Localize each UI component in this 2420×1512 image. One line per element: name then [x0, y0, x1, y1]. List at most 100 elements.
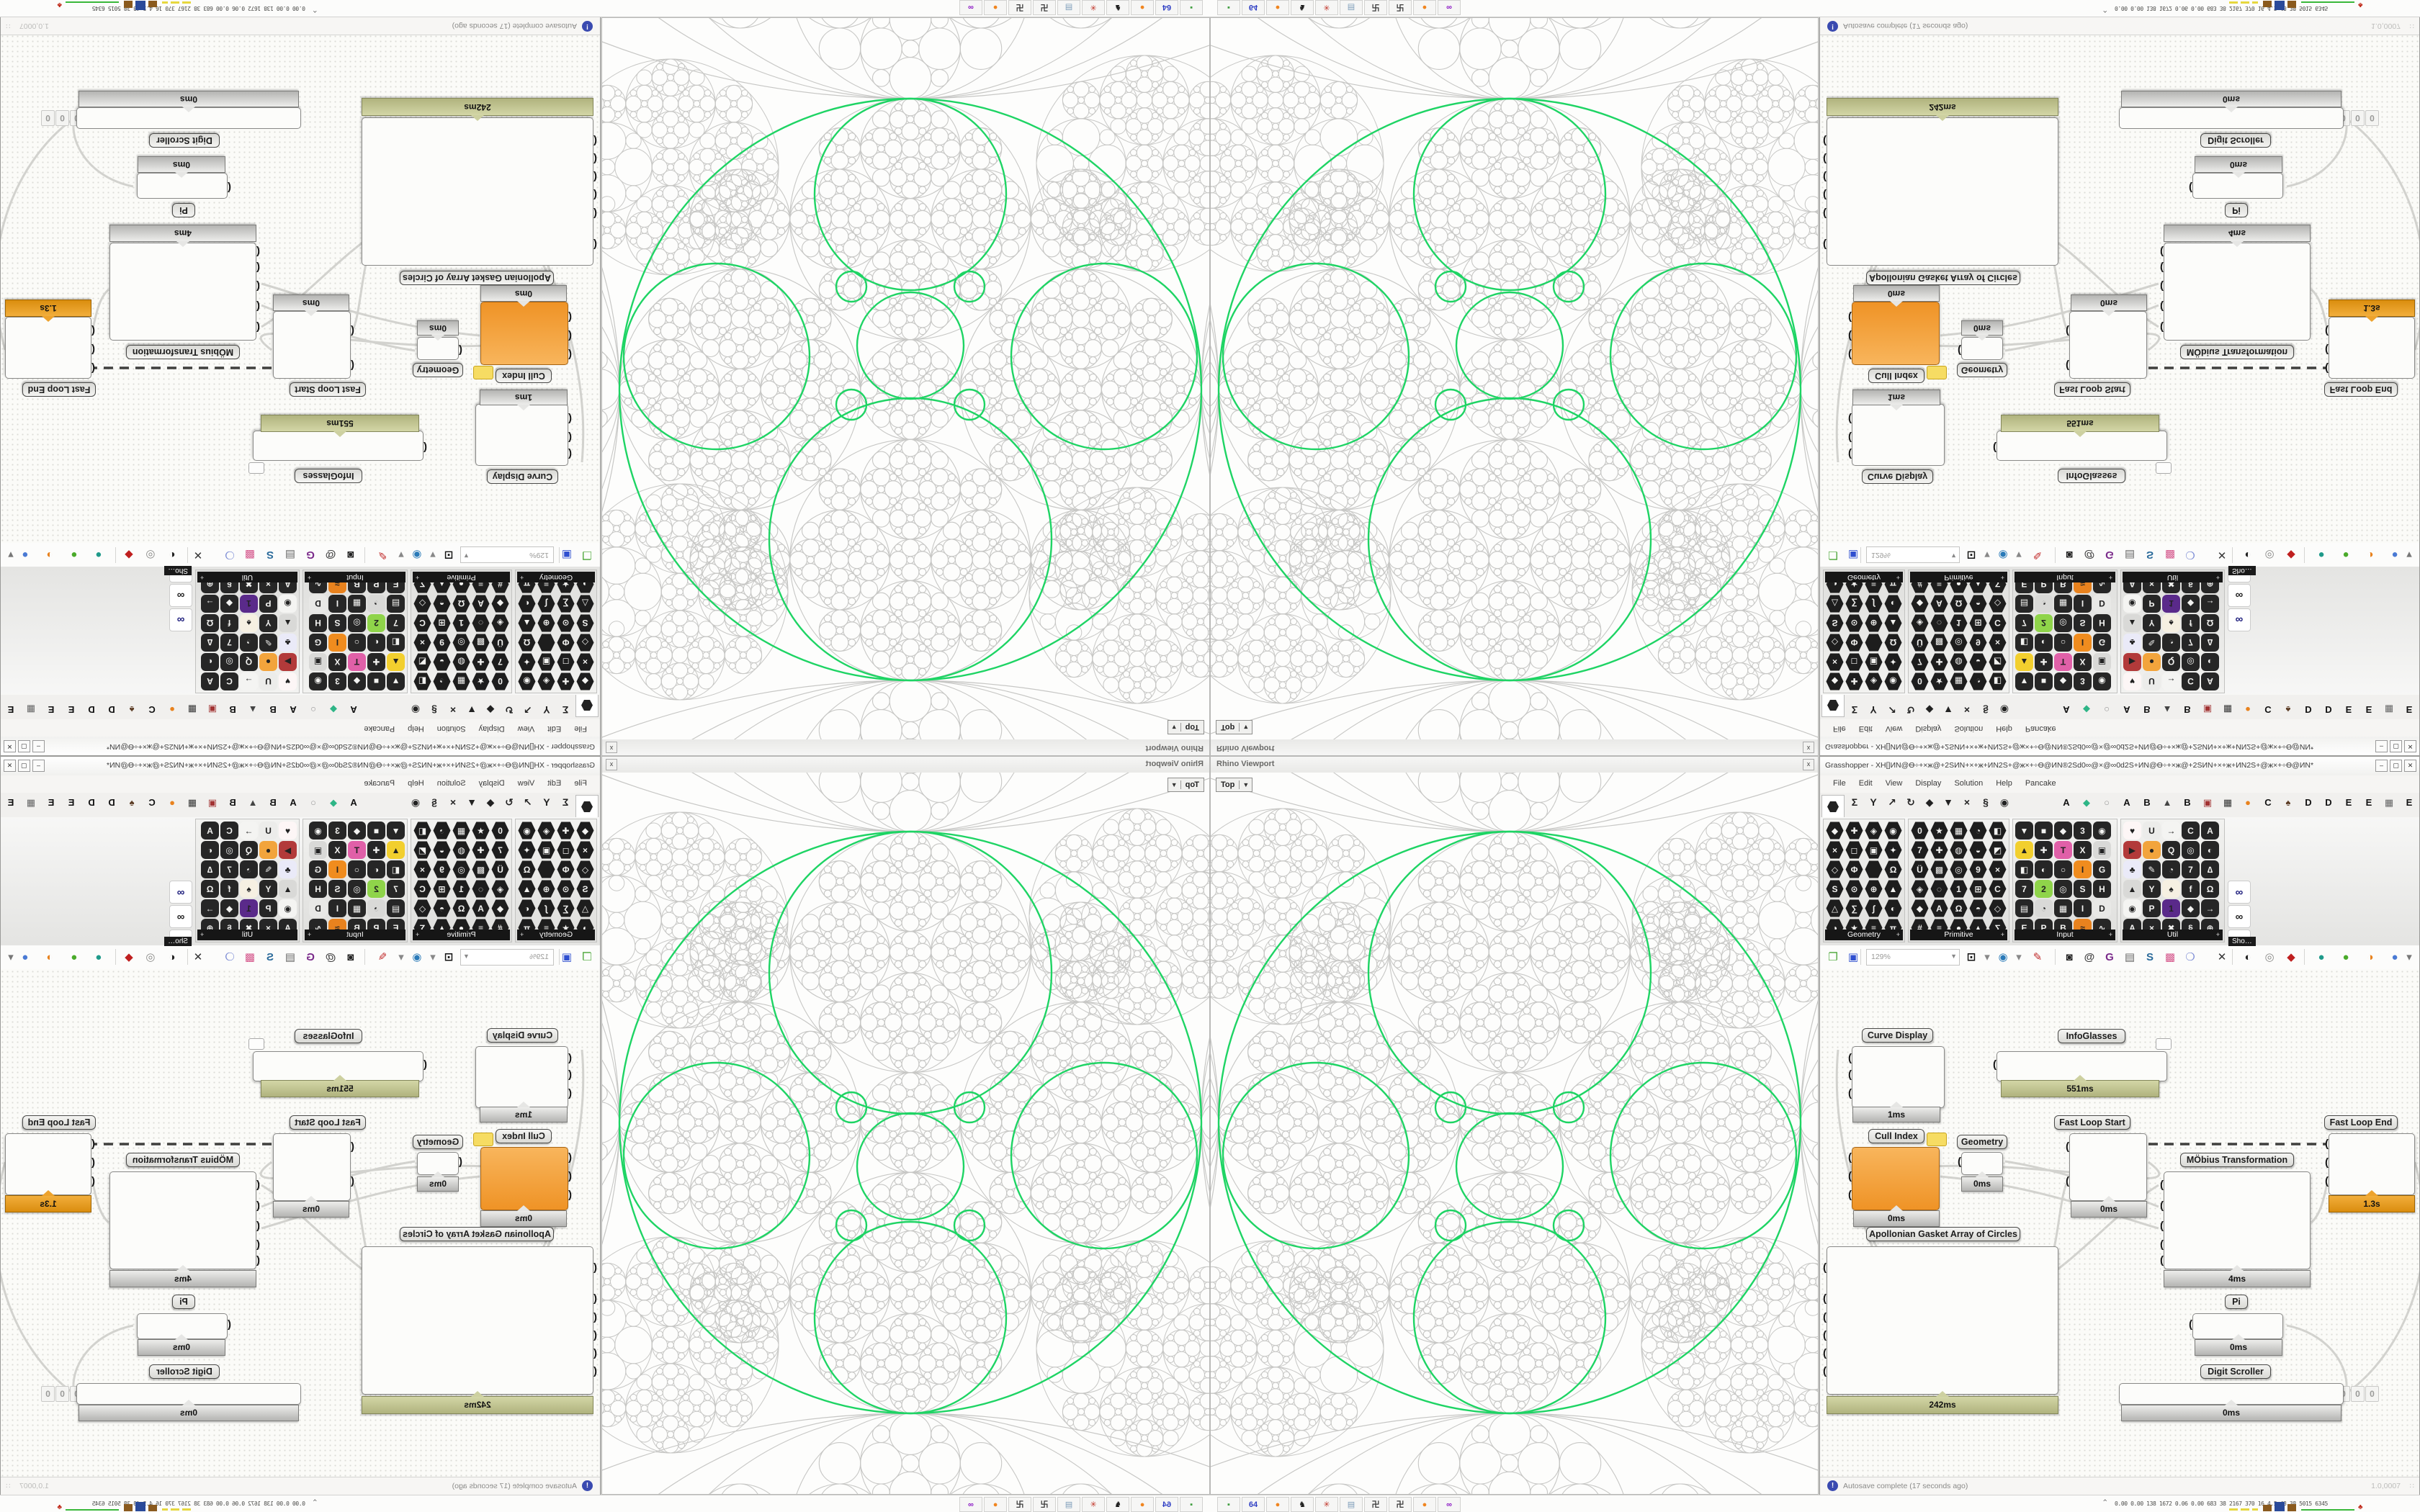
palette-icon[interactable]: ◐ [367, 634, 385, 652]
palette-icon[interactable]: ▼ [387, 672, 405, 690]
palette-icon[interactable]: ○ [2054, 634, 2072, 652]
palette-icon[interactable]: ▦ [348, 899, 366, 917]
palette-icon[interactable]: D [2093, 595, 2111, 613]
caret-icon[interactable]: ▾ [398, 549, 404, 561]
tab-plugin-15[interactable]: E [2365, 704, 2372, 715]
palette-icon[interactable]: 9 [433, 634, 451, 652]
palette-icon[interactable]: ✎ [2143, 860, 2161, 878]
palette-icon[interactable]: ◻ [1845, 841, 1863, 859]
palette-icon[interactable]: 1 [452, 880, 470, 898]
tab-icon-1[interactable]: Y [543, 704, 550, 716]
menu-item-file[interactable]: File [1833, 779, 1846, 788]
palette-icon[interactable]: × [413, 860, 431, 878]
infoglasses-tool-icon[interactable]: ∞ [2228, 608, 2251, 631]
tab-icon-2[interactable]: ↗ [524, 796, 532, 808]
palette-icon[interactable]: A [1930, 595, 1948, 613]
tab-plugin-12[interactable]: D [108, 704, 115, 715]
tab-icon-6[interactable]: × [449, 796, 457, 808]
save-file-icon[interactable]: ▣ [561, 951, 573, 963]
palette-icon[interactable]: ◉ [2123, 595, 2141, 613]
palette-icon[interactable]: ◈ [491, 614, 509, 632]
component-label[interactable]: Fast Loop End [2324, 1115, 2398, 1130]
taskbar-mono-glyph-icon[interactable]: 卍 [1389, 1497, 1412, 1512]
preview-eye-icon[interactable]: ◉ [1998, 951, 2008, 963]
panel-footer-geometry[interactable]: Geometry + [517, 572, 595, 582]
palette-icon[interactable]: ▦ [1950, 822, 1968, 840]
caret-icon[interactable]: ▾ [398, 951, 404, 963]
tab-icon-7[interactable]: § [431, 704, 437, 716]
menu-item-pancake[interactable]: Pancake [2025, 724, 2056, 733]
palette-icon[interactable]: ● [2143, 841, 2161, 859]
palette-icon[interactable]: ∆ [201, 860, 219, 878]
panel-expand-icon[interactable]: + [2215, 931, 2220, 938]
taskbar-mono-glyph-icon[interactable]: 卍 [1389, 0, 1412, 15]
palette-icon[interactable]: × [576, 653, 594, 671]
palette-icon[interactable]: 7 [1911, 653, 1929, 671]
close-icon[interactable]: ✕ [4, 760, 16, 772]
palette-icon[interactable]: ♥ [2123, 672, 2141, 690]
taskbar-floppy-green-icon[interactable]: ▪ [1217, 0, 1240, 15]
palette-icon[interactable]: T [2054, 653, 2072, 671]
tab-plugin-3[interactable]: A [2123, 704, 2130, 715]
panel-footer-geometry[interactable]: Geometry + [1825, 572, 1903, 582]
component-label[interactable]: Cull Index [496, 1129, 552, 1143]
palette-icon[interactable]: Y [2143, 880, 2161, 898]
palette-icon[interactable]: ◈ [537, 822, 555, 840]
camera-icon[interactable]: ◙ [347, 549, 354, 562]
palette-icon[interactable]: D [309, 899, 327, 917]
palette-icon[interactable]: ◐ [518, 595, 536, 613]
menu-item-help[interactable]: Help [408, 724, 424, 733]
tab-plugin-17[interactable]: E [7, 797, 14, 808]
tab-plugin-6[interactable]: B [229, 704, 236, 715]
palette-icon[interactable]: ● [259, 841, 277, 859]
palette-icon[interactable]: S [2074, 880, 2092, 898]
palette-icon[interactable]: ▤ [2015, 899, 2033, 917]
tab-icon-7[interactable]: § [1983, 796, 1989, 808]
balloon-icon[interactable]: ❍ [2185, 951, 2195, 963]
tab-plugin-7[interactable]: ▣ [207, 797, 218, 808]
blob-teal-icon[interactable]: ● [95, 950, 102, 963]
rhino-viewport-titlebar[interactable]: Rhino Viewport x [1211, 739, 1818, 755]
tab-icon-1[interactable]: Y [1870, 796, 1877, 808]
grasshopper-canvas[interactable]: .w{stroke:#d2d2ce;stroke-width:3px} Curv… [1820, 35, 2419, 543]
palette-icon[interactable]: Ω [1884, 634, 1902, 652]
component-label[interactable]: Geometry [1957, 1135, 2007, 1149]
menu-item-edit[interactable]: Edit [547, 724, 562, 733]
palette-icon[interactable] [1865, 860, 1883, 878]
palette-icon[interactable]: 0 [1911, 822, 1929, 840]
speech-bubble-icon[interactable] [2156, 462, 2172, 474]
palette-icon[interactable]: ◐ [2201, 653, 2219, 671]
tab-plugin-13[interactable]: D [2325, 704, 2332, 715]
panel-footer-util[interactable]: Util + [197, 572, 297, 582]
menu-item-solution[interactable]: Solution [436, 779, 466, 788]
panel-footer-primitive[interactable]: Primitive + [413, 572, 510, 582]
menu-item-solution[interactable]: Solution [1954, 779, 1984, 788]
palette-icon[interactable]: △ [576, 899, 594, 917]
palette-icon[interactable]: Ω [518, 860, 536, 878]
sketch-pen-icon[interactable]: ✎ [377, 951, 387, 963]
tab-plugin-4[interactable]: B [269, 797, 277, 808]
palette-icon[interactable]: ◆ [1911, 899, 1929, 917]
component-label[interactable]: Fast Loop End [22, 382, 96, 397]
tab-plugin-12[interactable]: D [2305, 704, 2312, 715]
palette-icon[interactable]: 7 [491, 841, 509, 859]
infoglasses-tool-icon[interactable]: ∞ [169, 584, 192, 607]
rhino-viewport-canvas[interactable]: Top ▼ [1211, 773, 1818, 1494]
component-label[interactable]: Apollonian Gasket Array of Circles [400, 271, 554, 285]
tab-plugin-10[interactable]: C [148, 704, 156, 715]
palette-icon[interactable]: ▼ [387, 822, 405, 840]
shuffle-wires-icon[interactable]: ✕ [2217, 951, 2227, 963]
palette-icon[interactable]: △ [576, 595, 594, 613]
palette-icon[interactable]: ✚ [1845, 672, 1863, 690]
taskbar-floppy-blue-icon[interactable]: 64 [1242, 0, 1265, 15]
palette-icon[interactable]: S [1826, 880, 1844, 898]
close-icon[interactable]: ✕ [2404, 740, 2416, 752]
palette-icon[interactable]: ✚ [2035, 841, 2053, 859]
menu-item-edit[interactable]: Edit [1858, 779, 1873, 788]
palette-icon[interactable]: ▲ [279, 614, 297, 632]
doc-arrow-icon[interactable]: ▤ [2124, 549, 2136, 561]
annotate-icon[interactable]: @ [2084, 950, 2095, 963]
tab-plugin-5[interactable]: ▲ [2162, 797, 2172, 808]
palette-icon[interactable]: ◔ [240, 634, 258, 652]
palette-icon[interactable]: ▲ [518, 880, 536, 898]
